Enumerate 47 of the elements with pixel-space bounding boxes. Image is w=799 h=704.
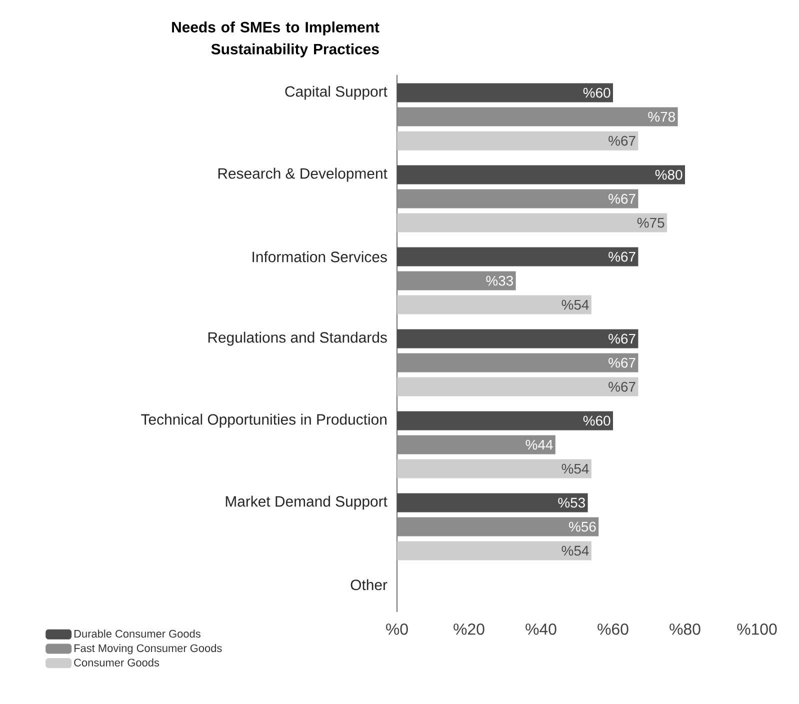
bar xyxy=(397,131,638,150)
bar xyxy=(397,353,638,372)
bar xyxy=(397,459,592,478)
data-label: %67 xyxy=(608,136,636,146)
y-tick-label: Market Demand Support xyxy=(226,496,388,510)
data-label: %54 xyxy=(562,546,589,556)
data-label: %53 xyxy=(558,498,585,508)
data-label: %60 xyxy=(583,416,610,426)
bar xyxy=(397,541,592,560)
data-label: %67 xyxy=(608,252,636,262)
y-tick-label: Capital Support xyxy=(285,86,388,100)
y-tick-label: Information Services xyxy=(252,251,387,262)
bar xyxy=(397,435,556,454)
data-label: %56 xyxy=(568,522,596,532)
y-tick-label: Regulations and Standards xyxy=(208,332,387,346)
x-tick-label: %100 xyxy=(737,624,777,635)
data-label: %54 xyxy=(562,300,589,310)
data-label: %33 xyxy=(486,276,513,286)
data-label: %54 xyxy=(562,464,589,474)
bar xyxy=(397,517,599,536)
data-label: %80 xyxy=(655,170,682,180)
data-label: %67 xyxy=(608,358,636,368)
x-tick-label: %40 xyxy=(526,624,556,635)
bar xyxy=(397,189,638,208)
legend-label: Consumer Goods xyxy=(74,658,160,666)
y-tick-label: Other xyxy=(350,579,388,590)
data-label: %60 xyxy=(583,88,610,98)
data-label: %75 xyxy=(637,218,664,228)
text: Needs of SMEs to Implement Sustainability Practices xyxy=(172,22,380,58)
x-tick-label: %0 xyxy=(386,624,408,635)
x-tick-label: %80 xyxy=(670,624,700,635)
x-tick-label: %20 xyxy=(454,624,484,635)
data-label: %67 xyxy=(608,382,636,392)
bar xyxy=(397,271,516,290)
bar xyxy=(397,377,638,396)
bar xyxy=(397,107,678,126)
x-tick-label: %60 xyxy=(598,624,628,635)
y-tick-label: Research & Development xyxy=(218,168,388,182)
bar xyxy=(397,295,592,314)
legend-label: Durable Consumer Goods xyxy=(74,630,200,638)
data-label: %78 xyxy=(648,112,675,122)
bar xyxy=(397,213,668,232)
data-label: %44 xyxy=(526,440,553,450)
data-label: %67 xyxy=(608,334,636,344)
data-label: %67 xyxy=(608,194,636,204)
y-tick-label: Technical Opportunities in Production xyxy=(141,414,386,428)
legend-label: Fast Moving Consumer Goods xyxy=(74,644,222,654)
